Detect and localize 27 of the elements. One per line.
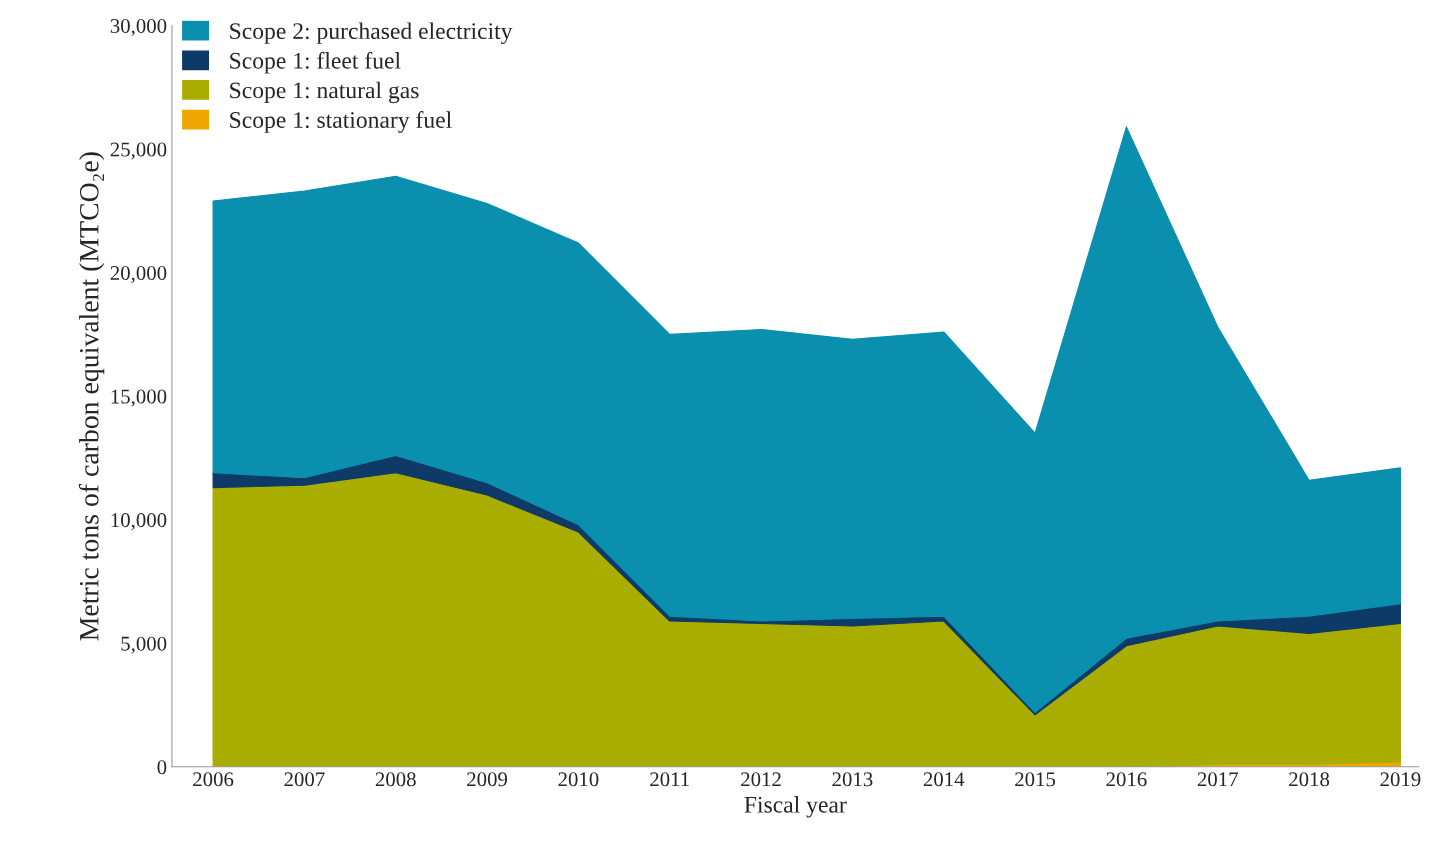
legend-label: Scope 1: stationary fuel	[230, 111, 452, 133]
x-tick-label: 2011	[650, 772, 689, 787]
legend-label: Scope 2: purchased electricity	[230, 22, 513, 44]
y-tick-label: 25,000	[110, 142, 167, 160]
x-tick-label: 2016	[1106, 772, 1147, 787]
y-axis-title: Metric tons of carbon equivalent (MTCO₂e)	[78, 152, 105, 641]
x-tick-label: 2015	[1015, 772, 1056, 787]
y-tick-label: 30,000	[110, 18, 167, 36]
x-tick-label: 2018	[1289, 772, 1330, 787]
x-axis-title: Fiscal year	[744, 796, 847, 818]
x-tick-label: 2010	[558, 772, 599, 787]
x-tick-label: 2013	[832, 772, 873, 787]
legend-label: Scope 1: fleet fuel	[230, 51, 401, 74]
x-tick-label: 2017	[1197, 772, 1238, 787]
x-tick-label: 2012	[741, 772, 781, 787]
y-tick-label: 20,000	[110, 266, 167, 284]
y-tick-label: 15,000	[111, 389, 167, 407]
x-tick-label: 2009	[467, 772, 508, 787]
y-tick-label: 10,000	[111, 513, 167, 531]
x-tick-label: 2007	[284, 772, 325, 787]
x-tick-label: 2014	[923, 772, 965, 787]
x-tick-label: 2019	[1380, 772, 1421, 787]
x-tick-label: 2006	[193, 772, 234, 787]
x-tick-label: 2008	[375, 772, 416, 787]
legend-label: Scope 1: natural gas	[230, 81, 419, 104]
y-tick-label: 5,000	[121, 636, 167, 654]
y-tick-label: 0	[157, 760, 167, 775]
